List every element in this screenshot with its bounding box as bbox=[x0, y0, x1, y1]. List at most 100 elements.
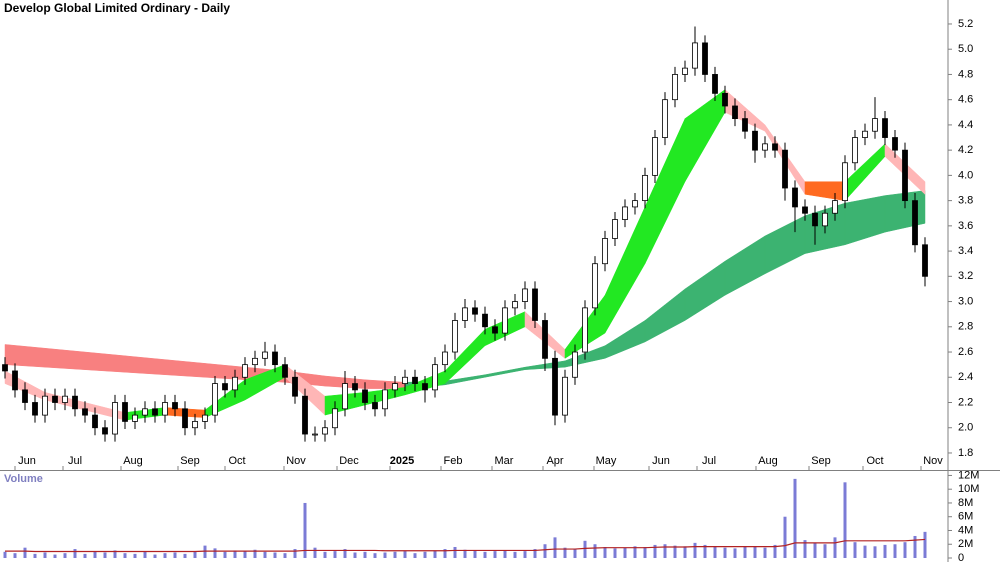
x-tick-label: Sep bbox=[180, 455, 200, 467]
volume-bar bbox=[403, 551, 407, 558]
x-tick-label: Jun bbox=[652, 455, 670, 467]
candle-body bbox=[422, 383, 428, 391]
x-tick-label: Aug bbox=[123, 455, 143, 467]
volume-bar bbox=[553, 537, 557, 558]
y-tick-label: 4.8 bbox=[958, 68, 973, 80]
candle-body bbox=[732, 105, 738, 120]
volume-bar bbox=[213, 548, 217, 558]
volume-bar bbox=[653, 544, 657, 558]
candle-body bbox=[612, 219, 618, 239]
volume-bar bbox=[453, 546, 457, 558]
volume-bar bbox=[793, 478, 797, 558]
volume-bar bbox=[413, 553, 417, 558]
volume-bar bbox=[313, 547, 317, 558]
candle-body bbox=[522, 288, 528, 302]
volume-bar bbox=[863, 545, 867, 558]
candle-body bbox=[242, 364, 248, 378]
volume-bar bbox=[753, 546, 757, 558]
candle-body bbox=[602, 238, 608, 265]
volume-bar bbox=[903, 542, 907, 558]
candle-body bbox=[872, 118, 878, 132]
candle-body bbox=[542, 320, 548, 359]
candle-body bbox=[622, 206, 628, 220]
x-tick-label: May bbox=[596, 455, 617, 467]
volume-bar bbox=[153, 554, 157, 558]
x-tick-label: Aug bbox=[758, 455, 778, 467]
volume-bar bbox=[703, 544, 707, 558]
volume-bar bbox=[13, 553, 17, 558]
volume-bar bbox=[223, 551, 227, 558]
volume-bar bbox=[113, 550, 117, 558]
y-tick-label: 2.0 bbox=[958, 422, 973, 434]
candle-body bbox=[412, 376, 418, 384]
volume-bar bbox=[263, 551, 267, 558]
candle-body bbox=[202, 414, 208, 422]
volume-tick-label: 10M bbox=[958, 483, 979, 495]
candle-body bbox=[762, 143, 768, 151]
candle-body bbox=[692, 42, 698, 69]
volume-bar bbox=[183, 553, 187, 558]
candle-body bbox=[572, 351, 578, 378]
candle-body bbox=[82, 408, 88, 416]
candle-body bbox=[302, 395, 308, 435]
volume-bar bbox=[733, 548, 737, 558]
candle-body bbox=[12, 370, 18, 391]
candle-body bbox=[362, 389, 368, 403]
volume-bar bbox=[73, 549, 77, 558]
volume-bar bbox=[233, 550, 237, 558]
candle-body bbox=[482, 313, 488, 328]
volume-bar bbox=[923, 531, 927, 558]
y-tick-label: 3.0 bbox=[958, 295, 973, 307]
candle-body bbox=[272, 351, 278, 366]
candle-body bbox=[372, 402, 378, 410]
volume-bar bbox=[433, 550, 437, 558]
candle-body bbox=[662, 99, 668, 138]
candle-body bbox=[802, 206, 808, 214]
volume-bar bbox=[343, 549, 347, 558]
candle-body bbox=[42, 395, 48, 416]
candle-body bbox=[462, 307, 468, 321]
volume-bar bbox=[673, 545, 677, 558]
volume-bar bbox=[103, 552, 107, 558]
candle-body bbox=[492, 326, 498, 334]
y-tick-label: 3.8 bbox=[958, 195, 973, 207]
candle-body bbox=[772, 143, 778, 151]
volume-bar bbox=[713, 546, 717, 558]
candle-body bbox=[132, 414, 138, 422]
volume-bar bbox=[43, 552, 47, 558]
x-tick-label: 2025 bbox=[390, 455, 414, 467]
volume-bar bbox=[503, 550, 507, 558]
candle-body bbox=[162, 402, 168, 416]
volume-bar bbox=[163, 553, 167, 558]
volume-bar bbox=[93, 551, 97, 558]
volume-bar bbox=[583, 540, 587, 558]
volume-bar bbox=[63, 553, 67, 558]
volume-bar bbox=[423, 551, 427, 558]
x-tick-label: Oct bbox=[228, 455, 245, 467]
y-tick-label: 4.6 bbox=[958, 94, 973, 106]
volume-bar bbox=[853, 542, 857, 558]
candle-body bbox=[842, 162, 848, 202]
volume-bar bbox=[363, 551, 367, 558]
candle-body bbox=[342, 383, 348, 410]
candle-body bbox=[72, 395, 78, 410]
volume-bar bbox=[513, 551, 517, 558]
volume-bar bbox=[823, 544, 827, 558]
candle-body bbox=[62, 395, 68, 403]
candle-body bbox=[922, 244, 928, 277]
volume-tick-label: 8M bbox=[958, 497, 973, 509]
volume-bar bbox=[143, 551, 147, 558]
x-tick-label: Apr bbox=[546, 455, 563, 467]
y-tick-label: 3.6 bbox=[958, 220, 973, 232]
volume-bar bbox=[323, 551, 327, 558]
ribbon-segment bbox=[44, 347, 86, 370]
candle-body bbox=[192, 421, 198, 429]
volume-bar bbox=[743, 546, 747, 558]
volume-bar bbox=[373, 553, 377, 558]
candle-body bbox=[322, 427, 328, 435]
volume-bar bbox=[533, 549, 537, 558]
volume-bar bbox=[193, 551, 197, 558]
volume-bar bbox=[643, 546, 647, 558]
